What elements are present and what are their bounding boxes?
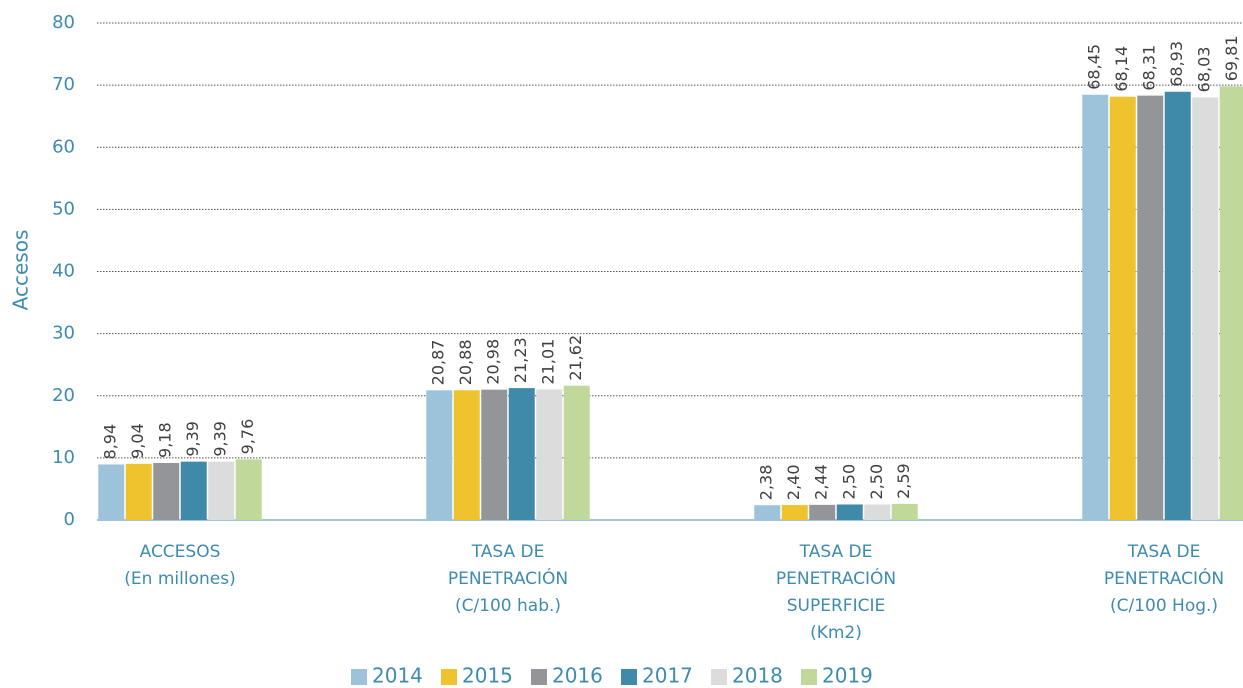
value-label: 68,03 [1195, 47, 1214, 93]
value-label: 2,44 [812, 464, 831, 500]
value-label: 9,39 [211, 421, 230, 457]
legend-swatch [441, 669, 457, 685]
value-label: 9,18 [156, 422, 175, 458]
value-label: 2,38 [757, 465, 776, 501]
value-label: 68,14 [1112, 46, 1131, 92]
bar [1137, 95, 1164, 521]
legend-label: 2017 [642, 664, 693, 688]
x-tick-label: PENETRACIÓN [1104, 567, 1224, 589]
legend-label: 2016 [552, 664, 603, 688]
x-tick-label: (C/100 Hog.) [1110, 596, 1218, 616]
legend-label: 2018 [732, 664, 783, 688]
bar [453, 390, 480, 520]
value-label: 2,59 [894, 463, 913, 499]
bar [1082, 94, 1109, 521]
legend-swatch [621, 669, 637, 685]
bar [235, 459, 262, 520]
x-tick-label: PENETRACIÓN [776, 567, 896, 589]
bar [891, 503, 918, 520]
x-tick-label: PENETRACIÓN [448, 567, 568, 589]
y-tick-label: 30 [52, 323, 75, 344]
bar [754, 505, 781, 520]
x-tick-label: SUPERFICIE [787, 596, 885, 616]
legend-label: 2019 [822, 664, 873, 688]
y-tick-label: 80 [52, 12, 75, 33]
value-label: 20,98 [484, 339, 503, 385]
bar [153, 462, 180, 520]
x-tick-label: TASA DE [799, 542, 873, 562]
value-label: 8,94 [101, 424, 120, 460]
value-label: 9,39 [183, 421, 202, 457]
legend-label: 2014 [372, 664, 423, 688]
bar [426, 390, 453, 520]
x-tick-label: ACCESOS [140, 542, 221, 562]
bar [1192, 97, 1219, 521]
bar [1109, 96, 1136, 521]
bar [1219, 86, 1243, 521]
bar [98, 464, 125, 520]
value-label: 9,04 [128, 423, 147, 459]
value-label: 21,23 [511, 337, 530, 383]
legend-swatch [531, 669, 547, 685]
bar [508, 388, 535, 520]
value-label: 2,50 [867, 464, 886, 500]
value-label: 21,62 [566, 335, 585, 381]
value-label: 2,40 [784, 464, 803, 500]
value-label: 69,81 [1222, 35, 1241, 81]
legend-swatch [351, 669, 367, 685]
y-tick-label: 10 [52, 447, 75, 468]
y-tick-label: 70 [52, 74, 75, 95]
value-label: 2,50 [839, 464, 858, 500]
legend-swatch [801, 669, 817, 685]
y-tick-label: 40 [52, 261, 75, 282]
bar [563, 385, 590, 520]
bar [481, 389, 508, 520]
legend-swatch [711, 669, 727, 685]
value-label: 68,93 [1167, 41, 1186, 87]
value-label: 20,87 [429, 340, 448, 386]
bar [180, 461, 207, 520]
bar [125, 463, 152, 520]
value-label: 68,45 [1085, 44, 1104, 90]
x-tick-label: (C/100 hab.) [455, 596, 561, 616]
y-tick-label: 20 [52, 385, 75, 406]
y-tick-label: 50 [52, 198, 75, 219]
y-axis-title: Accesos [9, 230, 33, 311]
value-label: 68,31 [1140, 45, 1159, 91]
value-label: 9,76 [238, 419, 257, 455]
legend-label: 2015 [462, 664, 513, 688]
bar [208, 461, 235, 520]
x-tick-label: (Km2) [810, 623, 862, 643]
x-tick-label: (En millones) [124, 569, 235, 589]
x-tick-label: TASA DE [1127, 542, 1201, 562]
bar [536, 389, 563, 520]
x-tick-label: TASA DE [471, 542, 545, 562]
bar [809, 504, 836, 520]
bar [864, 504, 891, 520]
value-label: 20,88 [456, 339, 475, 385]
bar [1164, 91, 1191, 521]
y-tick-label: 0 [64, 509, 75, 530]
value-label: 21,01 [539, 339, 558, 385]
bar [781, 505, 808, 520]
bar [836, 504, 863, 520]
y-tick-label: 60 [52, 136, 75, 157]
